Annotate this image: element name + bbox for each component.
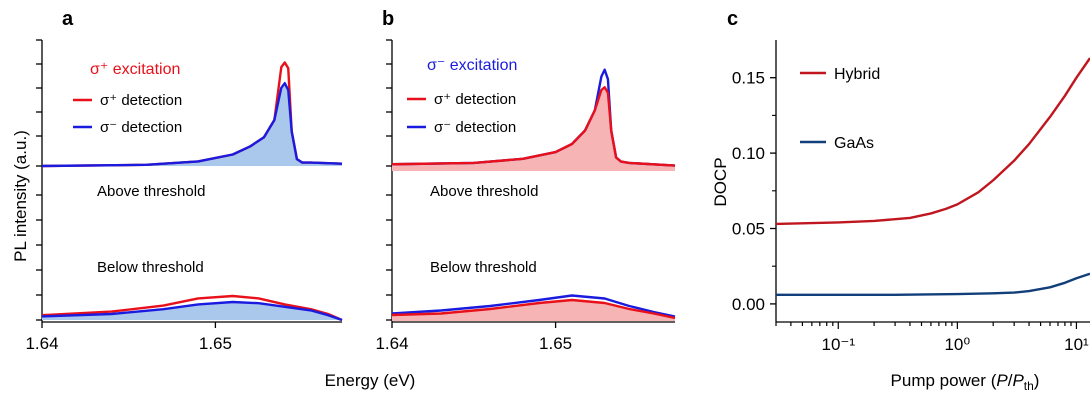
- panel-b-above-threshold-label: Above threshold: [430, 183, 538, 200]
- panel-letter-c: c: [727, 8, 738, 30]
- panel-a-legend-label-sigma-plus: σ⁺ detection: [100, 92, 182, 109]
- panel-c-legend-label-gaas: GaAs: [834, 135, 874, 152]
- panel-a-below-threshold-label: Below threshold: [97, 259, 204, 276]
- panel-c-y-axis-label: DOCP: [711, 157, 730, 206]
- sigma-plus-below-threshold-line: [391, 298, 676, 320]
- panel-a-legend-label-sigma-minus: σ⁻ detection: [100, 119, 182, 136]
- panel-c-legend-label-hybrid: Hybrid: [834, 66, 880, 83]
- above-threshold-fill: [42, 83, 342, 166]
- panel-b-chart: 1.64 1.65 σ⁻ excitation σ⁺ detection σ⁻ d…: [375, 39, 676, 353]
- x-tick-label: 1.64: [375, 334, 408, 353]
- panel-c-chart: 0.00 0.05 0.10 0.15 10⁻¹ 10⁰ 10¹ Hybrid GaAs: [732, 40, 1090, 354]
- panel-b-legend-label-sigma-minus: σ⁻ detection: [434, 119, 516, 136]
- x-tick-label: 10⁻¹: [821, 335, 855, 354]
- x-tick-label: 1.64: [25, 334, 58, 353]
- panel-b-legend-label-sigma-plus: σ⁺ detection: [434, 91, 516, 108]
- below-threshold-fill: [42, 302, 342, 320]
- x-tick-label: 1.65: [539, 334, 572, 353]
- panel-letter-b: b: [382, 8, 394, 30]
- panel-b-below-threshold-label: Below threshold: [430, 259, 537, 276]
- sigma-plus-above-threshold-line: [391, 86, 676, 167]
- x-tick-label: 10¹: [1064, 335, 1089, 354]
- panel-b-excitation-label: σ⁻ excitation: [427, 57, 517, 74]
- y-tick-label: 0.05: [732, 220, 765, 239]
- hybrid-series-line: [775, 57, 1090, 226]
- sigma-minus-above-threshold-line: [41, 81, 343, 168]
- shared-y-axis-label: PL intensity (a.u.): [11, 130, 30, 262]
- y-tick-label: 0.15: [732, 69, 765, 88]
- panel-a-chart: 1.64 1.65 σ⁺ excitation σ⁺ detection σ⁻ d…: [25, 39, 343, 353]
- x-tick-label: 10⁰: [944, 335, 970, 354]
- above-threshold-fill: [392, 87, 675, 171]
- panel-letter-a: a: [62, 8, 74, 30]
- y-tick-label: 0.00: [732, 295, 765, 314]
- sigma-minus-above-threshold-line: [391, 68, 676, 167]
- sigma-plus-above-threshold-line: [41, 61, 343, 168]
- panel-c-x-axis-label: Pump power (P/Pth): [891, 371, 1040, 393]
- below-threshold-fill: [392, 300, 675, 321]
- y-tick-label: 0.10: [732, 144, 765, 163]
- sigma-minus-below-threshold-line: [391, 294, 676, 318]
- x-tick-label: 1.65: [199, 334, 232, 353]
- panel-a-excitation-label: σ⁺ excitation: [90, 61, 180, 78]
- shared-x-axis-label: Energy (eV): [325, 371, 416, 390]
- sigma-minus-below-threshold-line: [41, 300, 343, 322]
- gaas-series-line: [776, 272, 1090, 297]
- panel-a-above-threshold-label: Above threshold: [97, 183, 205, 200]
